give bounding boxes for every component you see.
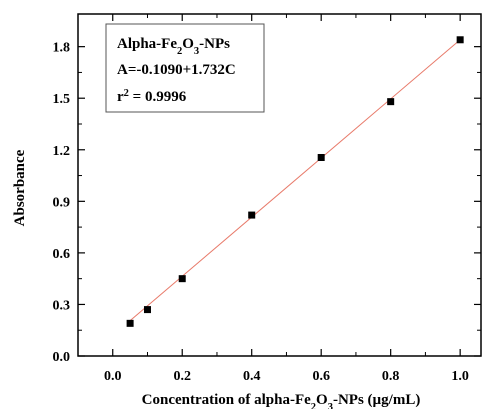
x-tick-label: 0.8 xyxy=(382,369,400,384)
data-point xyxy=(248,211,256,219)
plot-frame xyxy=(77,13,482,357)
data-point xyxy=(178,275,186,283)
x-tick-label: 0.2 xyxy=(173,369,191,384)
data-point xyxy=(143,306,151,314)
annotation-line3: r2 = 0.9996 xyxy=(117,88,187,106)
x-tick-label: 1.0 xyxy=(451,369,469,384)
y-tick-label: 1.2 xyxy=(53,144,71,159)
fit-layer xyxy=(129,39,461,321)
data-point xyxy=(126,319,134,327)
data-point xyxy=(456,36,464,44)
points-layer xyxy=(126,36,464,327)
data-point xyxy=(317,154,325,162)
annotation-box: Alpha-Fe2O3-NPs A=-0.1090+1.732C r2 = 0.… xyxy=(105,23,265,113)
y-tick-label: 0.9 xyxy=(53,195,71,210)
fit-line xyxy=(129,39,461,321)
axes-layer: 0.0 0.2 0.4 0.6 0.8 1.0 0.0 0.3 0.6 0.9 1.2 1.5 1.8 xyxy=(53,13,482,384)
y-tick-label: 0.0 xyxy=(53,350,71,365)
x-axis-title: Concentration of alpha-Fe2O3-NPs (µg/mL) xyxy=(142,392,421,409)
x-tick-label: 0.0 xyxy=(104,369,122,384)
x-tick-label: 0.4 xyxy=(243,369,261,384)
annotation-line2: A=-0.1090+1.732C xyxy=(117,62,236,78)
x-tick-label: 0.6 xyxy=(312,369,330,384)
annotation-line1: Alpha-Fe2O3-NPs xyxy=(117,36,230,57)
y-tick-label: 1.8 xyxy=(53,41,71,56)
y-tick-label: 1.5 xyxy=(53,92,71,107)
y-tick-label: 0.6 xyxy=(53,247,71,262)
y-tick-label: 0.3 xyxy=(53,298,71,313)
annotation-border xyxy=(105,23,265,113)
y-axis-title: Absorbance xyxy=(12,149,28,226)
data-point xyxy=(387,98,395,106)
